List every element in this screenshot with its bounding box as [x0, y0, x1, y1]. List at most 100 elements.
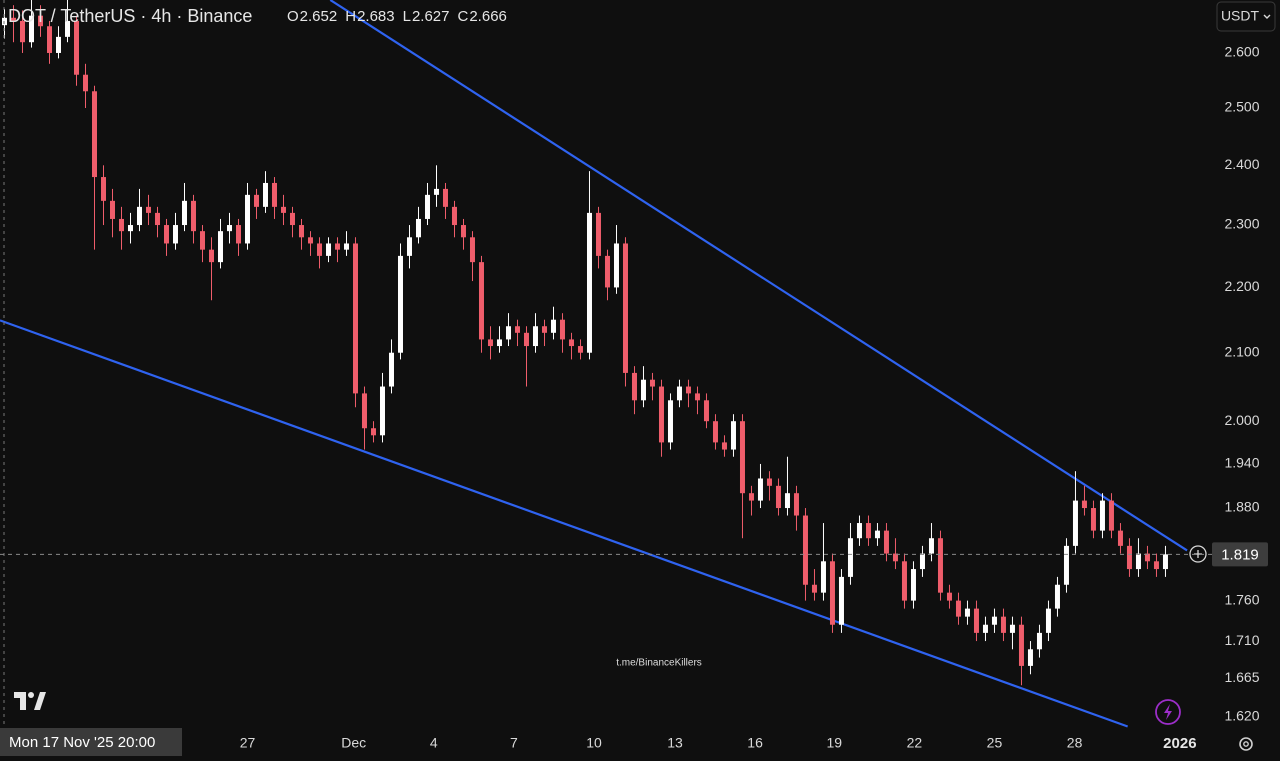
candle-body — [748, 493, 754, 501]
candle-body — [334, 243, 340, 250]
candle-body — [982, 624, 988, 633]
ohlc-value: 2.652 — [300, 8, 338, 25]
candle-body — [856, 523, 862, 539]
candle-body — [280, 206, 286, 213]
candle-body — [928, 538, 934, 554]
candle-body — [847, 538, 853, 577]
ohlc-key: O — [287, 8, 299, 25]
chart-title: DOT / TetherUS · 4h · Binance — [8, 6, 252, 26]
candle-body — [1153, 561, 1159, 570]
y-tick-label: 2.200 — [1224, 278, 1259, 294]
settings-button[interactable] — [1239, 737, 1253, 751]
x-tick-label: 25 — [987, 735, 1003, 751]
candle-body — [658, 386, 664, 443]
candle-body — [1009, 624, 1015, 633]
candle-body — [613, 243, 619, 288]
y-tick-label: 1.940 — [1224, 455, 1259, 471]
candle-body — [1117, 530, 1123, 546]
currency-label[interactable]: USDT — [1221, 8, 1260, 24]
candle-body — [775, 485, 781, 509]
candle-body — [640, 379, 646, 401]
candle-body — [694, 393, 700, 401]
candle-body — [820, 561, 826, 593]
y-tick-label: 1.880 — [1224, 499, 1259, 515]
candle-body — [118, 218, 124, 232]
candle-body — [559, 319, 565, 340]
candle-body — [298, 225, 304, 238]
ohlc-value: 2.666 — [469, 8, 507, 25]
candle-body — [262, 182, 268, 207]
crosshair-date-label: Mon 17 Nov '25 20:00 — [9, 734, 155, 751]
candle-body — [379, 386, 385, 436]
candle-body — [550, 319, 556, 333]
candle-body — [946, 592, 952, 601]
ohlc-value: 2.683 — [357, 8, 395, 25]
x-tick-label: 2026 — [1163, 735, 1196, 752]
crosshair-date-box — [0, 728, 182, 756]
candle-body — [865, 523, 871, 539]
x-tick-label: Dec — [341, 735, 366, 751]
candle-body — [172, 225, 178, 244]
candle-body — [226, 225, 232, 232]
candle-body — [829, 561, 835, 625]
x-tick-label: 4 — [430, 735, 438, 751]
candle-body — [424, 194, 430, 219]
candle-body — [541, 326, 547, 333]
plot-area — [0, 0, 1188, 728]
candle-body — [46, 26, 52, 53]
lightning-button[interactable] — [1155, 699, 1181, 725]
currency-button[interactable] — [1216, 1, 1276, 32]
x-tick-label: 27 — [240, 735, 256, 751]
candle-body — [460, 225, 466, 238]
y-tick-label: 1.760 — [1224, 591, 1259, 607]
candle-body — [325, 243, 331, 256]
candle-body — [505, 326, 511, 340]
trend-line — [329, 0, 1188, 552]
candle-body — [919, 553, 925, 570]
candle-body — [316, 243, 322, 256]
candle-body — [37, 15, 43, 27]
ohlc-key: H — [345, 8, 356, 25]
candle-body — [577, 346, 583, 353]
candle-body — [307, 237, 313, 244]
candle-body — [937, 538, 943, 593]
candle-body — [964, 608, 970, 617]
ohlc-key: L — [403, 8, 411, 25]
candle-body — [82, 74, 88, 92]
candle-body — [352, 243, 358, 394]
ohlc-key: C — [458, 8, 469, 25]
candle-body — [1081, 500, 1087, 509]
candle-body — [451, 206, 457, 226]
candle-body — [199, 231, 205, 250]
candle-body — [973, 608, 979, 633]
x-tick-label: 10 — [586, 735, 602, 751]
candle-body — [136, 206, 142, 226]
candle-body — [217, 231, 223, 263]
watermark: t.me/BinanceKillers — [616, 658, 702, 669]
candle-body — [757, 478, 763, 501]
last-price-tag — [1212, 542, 1268, 567]
candle-body — [10, 17, 16, 21]
x-tick-label: 13 — [667, 735, 683, 751]
candle-body — [955, 600, 961, 617]
y-tick-label: 2.500 — [1224, 99, 1259, 115]
candle-body — [100, 177, 106, 201]
y-tick-label: 1.620 — [1224, 708, 1259, 724]
candle-body — [370, 428, 376, 436]
candle-body — [154, 212, 160, 226]
candle-body — [1000, 616, 1006, 633]
candle-body — [1018, 624, 1024, 666]
candle-body — [271, 182, 277, 207]
dropdown-arrow — [1263, 14, 1271, 19]
candle-body — [1036, 632, 1042, 650]
y-tick-label: 2.400 — [1224, 156, 1259, 172]
candle-body — [910, 569, 916, 601]
candle-body — [289, 212, 295, 226]
candle-body — [1045, 608, 1051, 633]
candle-body — [361, 393, 367, 429]
y-tick-label: 2.000 — [1224, 412, 1259, 428]
candle-body — [181, 200, 187, 226]
candle-body — [343, 243, 349, 250]
candle-body — [514, 326, 520, 333]
